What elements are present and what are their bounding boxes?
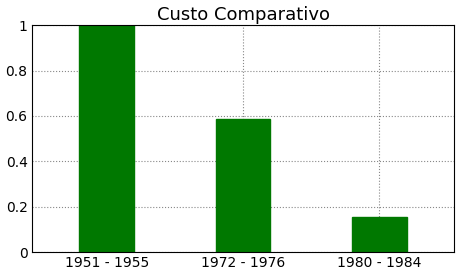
Bar — [215, 120, 270, 252]
Title: Custo Comparativo: Custo Comparativo — [156, 6, 329, 23]
Bar — [79, 25, 134, 252]
Bar — [352, 217, 406, 252]
